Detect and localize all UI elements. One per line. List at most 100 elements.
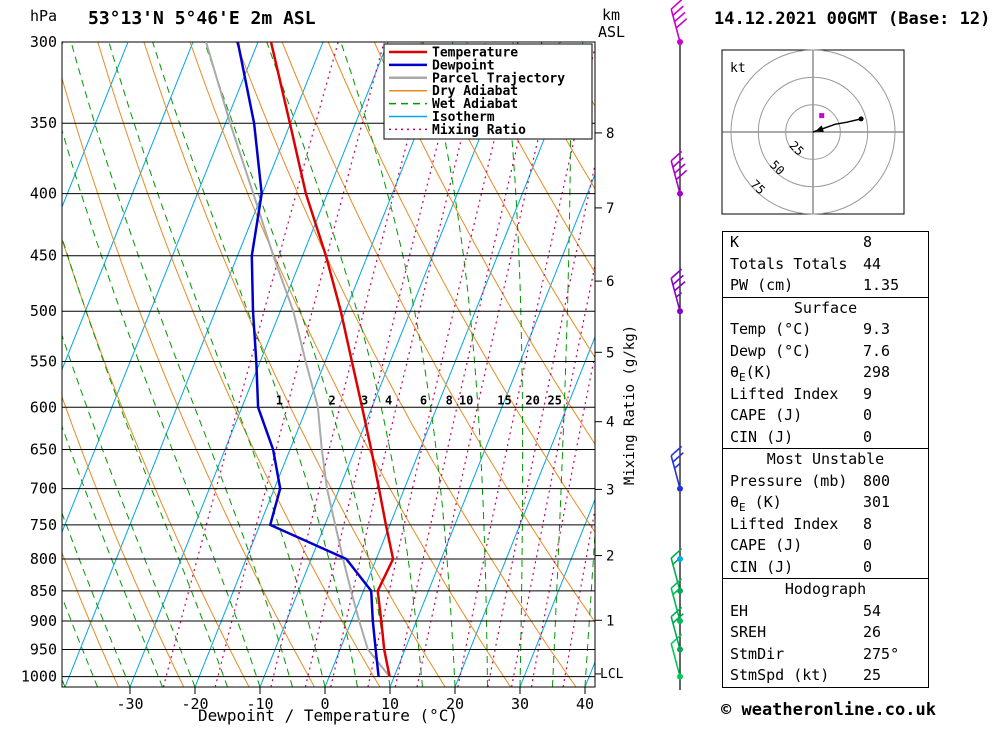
temp-tick-label: 0 (320, 695, 329, 713)
copyright: © weatheronline.co.uk (721, 700, 936, 720)
hodograph-arrow (815, 125, 824, 132)
lcl-label: LCL (600, 667, 624, 682)
stats-section-header: Most Unstable (766, 450, 885, 468)
mixing-ratio-value-label: 2 (328, 393, 335, 407)
pressure-tick-label: 900 (30, 612, 57, 630)
dry-adiabat-line (327, 42, 595, 534)
storm-motion-marker (819, 113, 825, 119)
stats-label: Pressure (mb) (730, 471, 848, 490)
wind-barb (670, 268, 686, 312)
temperature-curve (269, 42, 395, 677)
wind-barb-column (670, 0, 688, 690)
temp-tick-label: -30 (116, 695, 143, 713)
wind-barb-flag (673, 11, 686, 23)
km-tick-label: 1 (606, 613, 614, 629)
wind-barb-flag (673, 163, 686, 174)
km-tick-label: 5 (606, 345, 614, 361)
stats-row: StmDir 275° (723, 644, 928, 666)
legend-label: Temperature (432, 46, 518, 61)
wet-adiabat-line (62, 333, 196, 687)
pressure-tick-label: 300 (30, 33, 57, 51)
isotherm-line (129, 42, 389, 687)
stats-value: 0 (863, 536, 873, 554)
sounding-curves (205, 42, 395, 678)
hodograph-ring (757, 76, 869, 188)
hodograph-ring (730, 49, 896, 215)
wet-adiabat-line (62, 425, 163, 687)
stats-row: Temp (°C) 9.3 (723, 319, 928, 341)
mixing-ratio-value-label: 4 (385, 393, 392, 407)
stats-label: θE(K) (730, 363, 773, 384)
wind-barb-flag (672, 613, 684, 624)
pressure-tick-label: 600 (30, 398, 57, 416)
legend-label: Dry Adiabat (432, 84, 518, 99)
stats-row: SREH 26 (723, 622, 928, 644)
isotherm-line (62, 42, 129, 209)
isotherm-line (62, 42, 194, 371)
mixing-ratio-labels: 1 2 3 4 6 8 10 15 20 25 (276, 393, 562, 407)
stats-value: 1.35 (863, 276, 900, 294)
stats-label: CAPE (J) (730, 536, 803, 554)
wind-barb-flag (670, 548, 683, 559)
wind-barb-flag (670, 268, 683, 279)
mixing-ratio-value-label: 15 (497, 393, 511, 407)
wind-barb (670, 150, 688, 194)
stats-value: 800 (863, 471, 891, 490)
dry-adiabat-line (62, 551, 119, 687)
stats-section: Hodograph EH 54 SREH 26 StmDir 275° StmSpd (kt)… (722, 578, 929, 688)
stats-section-header: Hodograph (784, 580, 867, 598)
wind-barb-flag (672, 5, 684, 16)
stats-row: EH 54 (723, 601, 928, 623)
wind-barb (670, 548, 683, 592)
temp-tick-label: 10 (381, 695, 399, 713)
mixing-ratio-value-label: 1 (276, 393, 283, 407)
stats-value: 301 (863, 493, 891, 511)
stats-label: Lifted Index (730, 514, 839, 533)
stats-value: 9.3 (863, 320, 891, 338)
wind-barb-flag (670, 633, 683, 645)
stats-label: PW (cm) (730, 276, 794, 294)
stats-section: K 8 Totals Totals 44 PW (cm) 1.35 (722, 231, 929, 298)
wet-adiabat-line (62, 236, 228, 687)
wind-barb-flag (672, 274, 684, 286)
wind-barb-half-flag (675, 291, 683, 298)
stats-label: Temp (°C) (730, 320, 812, 338)
pressure-tick-label: 400 (30, 185, 57, 203)
stats-row: PW (cm) 1.35 (723, 275, 928, 297)
stats-row: CAPE (J) 0 (723, 535, 928, 557)
stats-value: 8 (863, 514, 873, 533)
stats-label: StmDir (730, 644, 785, 663)
isotherm-line (389, 173, 595, 687)
stats-value: 298 (863, 363, 891, 381)
wind-barb-flag (670, 578, 683, 589)
km-tick-label: 7 (606, 201, 614, 217)
dry-adiabat-line (373, 42, 595, 445)
wind-barb (670, 445, 684, 489)
stats-label: K (730, 233, 740, 251)
wind-barb-flag (670, 150, 683, 162)
wind-barb (670, 0, 688, 43)
mixing-ratio-value-label: 8 (446, 393, 453, 407)
stats-value: 9 (863, 384, 873, 403)
mixing-ratio-value-label: 10 (459, 393, 473, 407)
wet-adiabat-line (108, 42, 326, 687)
stats-label: StmSpd (kt) (730, 666, 830, 684)
isotherm-line (324, 42, 584, 687)
station-title: 53°13'N 5°46'E 2m ASL (88, 8, 316, 29)
pressure-tick-label: 950 (30, 641, 57, 659)
stats-value: 0 (863, 406, 873, 424)
isotherm-line (454, 335, 595, 687)
stats-row: CIN (J) 0 (723, 427, 928, 449)
wind-barb-staff (670, 643, 681, 677)
legend-label: Parcel Trajectory (432, 71, 565, 86)
temp-axis-title: Dewpoint / Temperature (°C) (198, 706, 458, 725)
pressure-grid (61, 41, 602, 694)
temp-tick-label: -20 (181, 695, 208, 713)
pressure-tick-label: 850 (30, 582, 57, 600)
dry-adiabat-line (62, 76, 315, 687)
axis-labels: 3003504004505005506006507007508008509009… (21, 33, 615, 713)
stats-row: θE(K) 298 (723, 362, 928, 384)
wind-barb-flag (675, 18, 688, 29)
